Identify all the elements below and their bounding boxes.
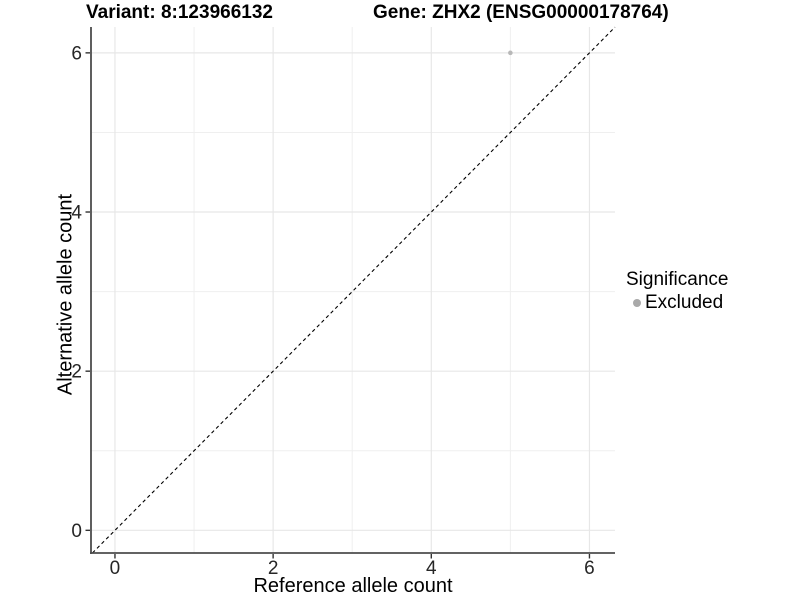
x-tick-label: 6 (584, 558, 595, 579)
legend-item: Excluded (626, 292, 728, 313)
legend-marker-dot (633, 299, 641, 307)
legend: Significance Excluded (626, 268, 728, 313)
y-tick-label: 0 (71, 521, 82, 542)
y-tick-label: 6 (71, 43, 82, 64)
plot-title-gene: Gene: ZHX2 (ENSG00000178764) (373, 2, 669, 23)
x-tick-label: 0 (110, 558, 121, 579)
y-axis-label: Alternative allele count (54, 193, 77, 396)
y-tick-label: 2 (71, 362, 82, 383)
identity-line (92, 26, 616, 554)
legend-title: Significance (626, 269, 729, 290)
x-tick-label: 4 (426, 558, 437, 579)
x-tick-label: 2 (268, 558, 279, 579)
legend-label: Excluded (645, 292, 724, 313)
legend-items: Excluded (626, 292, 728, 313)
y-tick-label: 4 (71, 203, 82, 224)
x-axis-label: Reference allele count (253, 575, 453, 597)
plot-title-variant: Variant: 8:123966132 (86, 2, 273, 23)
data-point (508, 50, 513, 56)
